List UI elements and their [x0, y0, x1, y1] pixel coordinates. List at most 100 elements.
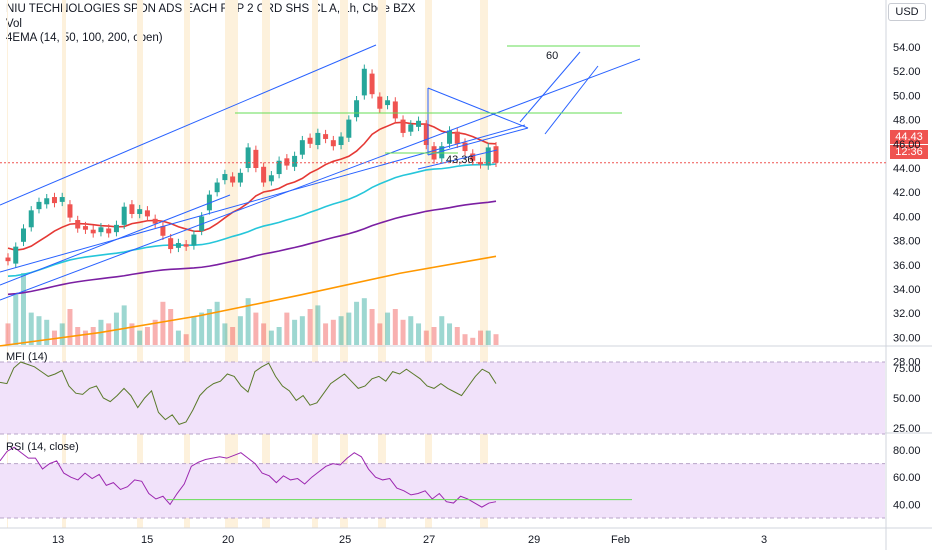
volume-bar — [90, 327, 96, 345]
volume-bar — [330, 319, 336, 345]
volume-bar — [206, 309, 212, 345]
trend-line — [519, 51, 581, 123]
session-stripe — [62, 0, 66, 528]
mfi-tick-label: 25.00 — [893, 423, 921, 435]
volume-bar — [82, 330, 88, 345]
price-tick-label: 32.00 — [893, 308, 921, 320]
candle-body — [98, 227, 104, 233]
volume-bar — [191, 316, 197, 345]
volume-bar — [400, 319, 406, 345]
volume-bar — [5, 323, 11, 345]
volume-bar — [315, 305, 321, 345]
volume-bar — [175, 330, 181, 345]
candle-body — [152, 218, 158, 224]
price-tick-label: 30.00 — [893, 332, 921, 344]
volume-bar — [369, 309, 375, 345]
volume-bar — [183, 334, 189, 345]
volume-bar — [36, 316, 42, 345]
price-tick-label: 48.00 — [893, 115, 921, 127]
candle-body — [206, 194, 212, 211]
candle-body — [13, 246, 19, 264]
price-tick-label: 28.00 — [893, 357, 921, 369]
volume-bar — [307, 309, 313, 345]
volume-bar — [199, 312, 205, 345]
volume-bar — [113, 312, 119, 345]
trend-line — [0, 44, 377, 206]
volume-bar — [354, 301, 360, 345]
candle-body — [28, 210, 34, 228]
volume-bar — [214, 301, 220, 345]
volume-bar — [276, 327, 282, 345]
candle-body — [222, 174, 228, 181]
ema-legend[interactable]: 4EMA (14, 50, 100, 200, open) — [6, 32, 163, 44]
price-tick-label: 54.00 — [893, 42, 921, 54]
time-tick-label: 27 — [423, 534, 435, 546]
price-tick-label: 40.00 — [893, 211, 921, 223]
candle-body — [416, 120, 422, 127]
volume-bar — [299, 316, 305, 345]
candle-body — [214, 182, 220, 193]
candle-body — [470, 153, 476, 161]
volume-bar — [392, 309, 398, 345]
candle-body — [299, 140, 305, 155]
volume-bar — [121, 305, 127, 345]
session-stripe — [425, 0, 432, 528]
volume-bar — [385, 312, 391, 345]
candle-body — [268, 175, 274, 182]
volume-bar — [253, 312, 259, 345]
volume-bar — [423, 330, 429, 345]
session-stripe — [184, 0, 190, 528]
candle-body — [44, 198, 50, 205]
time-tick-label: 20 — [222, 534, 234, 546]
rsi-title[interactable]: RSI (14, close) — [6, 441, 79, 453]
volume-bar — [67, 309, 73, 345]
volume-bar — [245, 298, 251, 345]
candle-body — [338, 136, 344, 146]
mfi-title[interactable]: MFI (14) — [6, 351, 48, 363]
candle-body — [454, 131, 460, 144]
rsi-tick-label: 40.00 — [893, 499, 921, 511]
candle-body — [106, 228, 112, 234]
trend-line — [544, 65, 599, 135]
currency-button[interactable]: USD — [888, 3, 926, 21]
price-tick-label: 42.00 — [893, 187, 921, 199]
volume-bar — [338, 316, 344, 345]
candle-body — [168, 238, 174, 250]
candle-body — [183, 244, 189, 247]
volume-bar — [292, 319, 298, 345]
price-tick-label: 52.00 — [893, 66, 921, 78]
volume-bar — [51, 330, 57, 345]
candle-body — [129, 204, 135, 214]
volume-bar — [408, 316, 414, 345]
candle-body — [113, 224, 119, 233]
candle-body — [377, 96, 383, 109]
session-stripe — [480, 0, 488, 528]
ema100-line — [7, 200, 497, 296]
time-tick-label: 3 — [761, 534, 767, 546]
rsi-tick-label: 60.00 — [893, 472, 921, 484]
volume-bar — [493, 334, 499, 345]
candle-body — [408, 124, 414, 132]
candle-body — [75, 220, 81, 229]
candle-body — [315, 132, 321, 146]
time-tick-label: 29 — [528, 534, 540, 546]
candle-body — [423, 124, 429, 146]
candle-body — [462, 142, 468, 152]
price-tick-label: 34.00 — [893, 284, 921, 296]
session-stripe — [262, 0, 270, 528]
candle-body — [175, 243, 181, 248]
price-tick-label: 50.00 — [893, 90, 921, 102]
candle-body — [392, 101, 398, 119]
mfi-line — [0, 361, 497, 425]
volume-legend[interactable]: Vol — [6, 18, 22, 30]
volume-bar — [59, 323, 65, 345]
trend-line — [427, 87, 529, 129]
volume-bar — [137, 330, 143, 345]
volume-bar — [20, 273, 26, 345]
candle-body — [369, 73, 375, 95]
candle-body — [160, 226, 166, 236]
volume-bar — [447, 323, 453, 345]
candle-body — [485, 147, 491, 166]
candle-body — [20, 228, 26, 242]
